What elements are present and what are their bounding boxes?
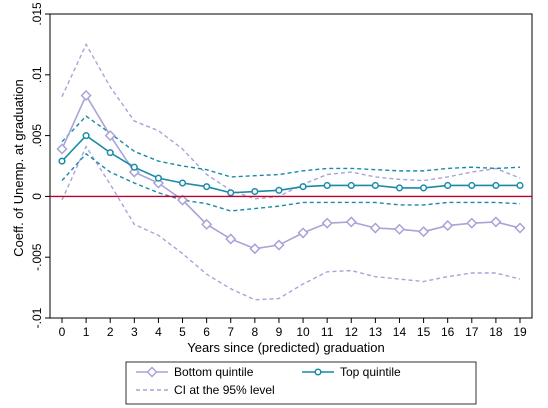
top-quintile-point <box>82 132 90 140</box>
x-tick-label: 17 <box>465 325 479 339</box>
y-axis-title: Coeff. of Unemp. at graduation <box>11 79 26 257</box>
bottom-quintile-point <box>56 143 68 155</box>
bottom-quintile-point <box>393 223 406 235</box>
top-quintile-point <box>323 181 331 190</box>
x-tick-label: 3 <box>131 325 138 339</box>
top-quintile-point <box>444 181 452 190</box>
y-tick-label: 0 <box>30 193 44 200</box>
bottom-quintile-point <box>201 218 213 230</box>
x-tick-label: 4 <box>155 325 162 339</box>
top-quintile-point <box>203 183 211 191</box>
x-tick-label: 0 <box>59 325 66 339</box>
x-tick-label: 2 <box>107 325 114 339</box>
top-quintile-point <box>299 183 307 191</box>
y-tick-label: .015 <box>30 2 44 26</box>
bottom-quintile-point <box>369 222 381 234</box>
x-tick-label: 19 <box>513 325 527 339</box>
bottom-quintile-ci-lower-line <box>61 145 521 301</box>
x-tick-label: 15 <box>417 325 431 339</box>
bottom-quintile-ci-upper-line <box>61 42 521 200</box>
y-tick-label: -.005 <box>30 243 44 271</box>
x-tick-label: 11 <box>321 325 334 339</box>
x-tick-label: 1 <box>83 325 90 339</box>
bottom-quintile-point <box>321 217 333 229</box>
top-quintile-point <box>275 186 283 194</box>
bottom-quintile-point <box>225 233 237 245</box>
x-tick-label: 16 <box>441 325 455 339</box>
top-quintile-line <box>61 134 520 194</box>
top-quintile-point <box>58 157 66 165</box>
legend-box <box>125 361 477 405</box>
top-quintile-point <box>468 181 476 190</box>
legend: Bottom quintile Top quintile CI at the 95%… <box>125 361 477 405</box>
bottom-quintile-point <box>273 239 285 251</box>
bottom-quintile-point <box>490 216 502 228</box>
y-tick-label: .01 <box>30 66 44 83</box>
x-tick-label: 12 <box>345 325 359 339</box>
top-quintile-point <box>154 174 162 182</box>
series-lines <box>56 89 526 255</box>
top-quintile-point <box>492 181 500 190</box>
top-quintile-point <box>227 189 235 197</box>
top-quintile-point <box>106 149 114 157</box>
bottom-quintile-point <box>345 216 357 228</box>
confidence-intervals <box>61 42 521 301</box>
x-tick-label: 14 <box>393 325 407 339</box>
top-quintile-point <box>395 184 404 192</box>
x-tick-label: 5 <box>179 325 186 339</box>
top-quintile-point <box>516 181 524 190</box>
bottom-quintile-point <box>418 226 430 238</box>
x-tick-label: 13 <box>369 325 383 339</box>
x-tick-label: 7 <box>227 325 234 339</box>
top-quintile-point <box>178 179 187 187</box>
legend-marker-top-quintile <box>314 368 322 376</box>
bottom-quintile-point <box>514 222 526 234</box>
top-quintile-point <box>420 184 428 192</box>
y-tick-label: .005 <box>30 124 44 148</box>
bottom-quintile-point <box>176 194 189 206</box>
x-tick-label: 10 <box>296 325 310 339</box>
legend-label-ci-at-the-95-level: CI at the 95% level <box>174 383 275 397</box>
top-quintile-point <box>130 163 138 171</box>
top-quintile-point <box>347 181 355 190</box>
bottom-quintile-point <box>249 243 261 255</box>
y-tick-label: -.01 <box>30 307 44 328</box>
bottom-quintile-point <box>442 220 454 232</box>
top-quintile-ci-lower-line <box>61 152 521 212</box>
legend-marker-bottom-quintile <box>146 366 158 378</box>
legend-label-top-quintile: Top quintile <box>340 365 401 379</box>
x-tick-label: 9 <box>276 325 283 339</box>
bottom-quintile-point <box>80 89 92 102</box>
top-quintile-ci-upper-line <box>61 115 521 178</box>
plot-frame <box>49 13 533 319</box>
bottom-quintile-point <box>466 217 478 229</box>
x-tick-label: 8 <box>251 325 258 339</box>
top-quintile-point <box>251 187 259 196</box>
legend-label-bottom-quintile: Bottom quintile <box>174 365 254 379</box>
x-axis-title: Years since (predicted) graduation <box>187 340 385 355</box>
x-tick-label: 6 <box>203 325 210 339</box>
bottom-quintile-point <box>104 130 116 142</box>
x-tick-label: 18 <box>489 325 503 339</box>
top-quintile-point <box>371 181 379 190</box>
bottom-quintile-point <box>297 227 309 239</box>
